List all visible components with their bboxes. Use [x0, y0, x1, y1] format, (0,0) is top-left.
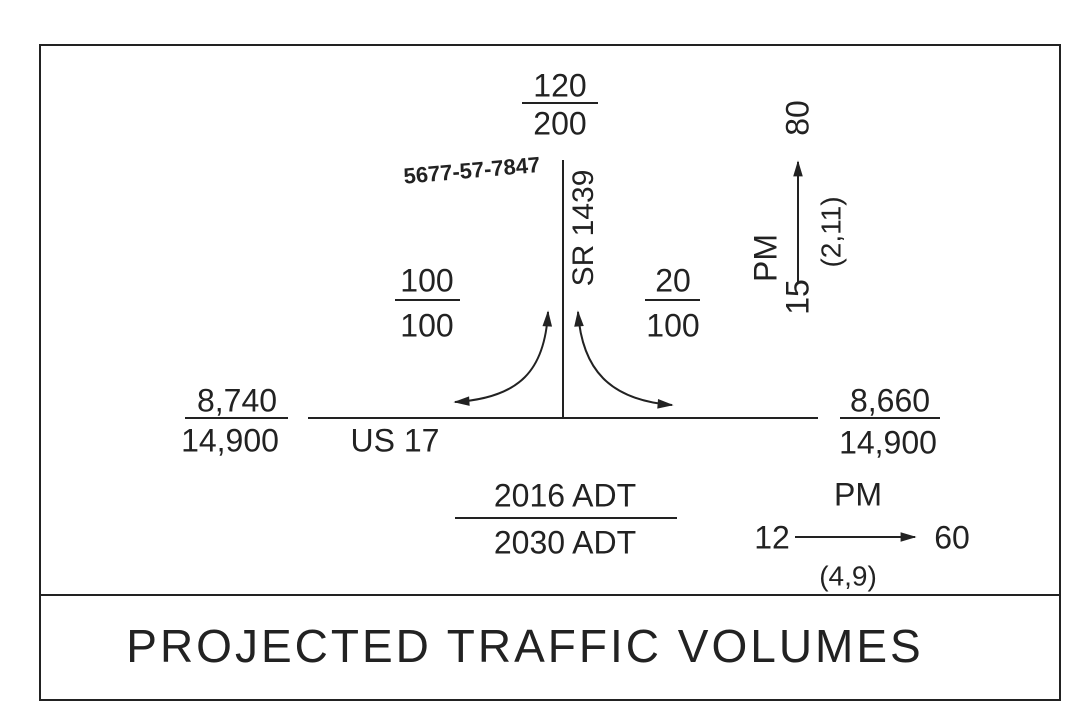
left-turn-arrow [453, 310, 553, 406]
right-turn-arrow [574, 310, 674, 409]
pm-v-from: 15 [779, 279, 815, 315]
right-turn-top: 20 [655, 262, 691, 298]
left-turn-bottom: 100 [400, 307, 453, 343]
frame [39, 44, 1061, 701]
pm-v-label: PM [747, 234, 783, 282]
west-top: 8,740 [197, 382, 277, 418]
minor-road-label: SR 1439 [567, 170, 600, 287]
legend-bottom: 2030 ADT [494, 524, 636, 560]
pm-h-label: PM [834, 476, 882, 512]
major-road-label: US 17 [351, 422, 440, 458]
east-top: 8,660 [850, 382, 930, 418]
pm-v-to: 80 [779, 100, 815, 136]
west-bottom: 14,900 [181, 422, 279, 458]
pm-h-to: 60 [934, 519, 970, 555]
left-turn-top: 100 [400, 262, 453, 298]
right-turn-bottom: 100 [646, 307, 699, 343]
north-bottom: 200 [533, 105, 586, 141]
pm-h-from: 12 [754, 519, 790, 555]
legend-top: 2016 ADT [494, 477, 636, 513]
pm-h-ratio: (4,9) [819, 560, 877, 591]
east-bottom: 14,900 [839, 424, 937, 460]
pm-v-ratio: (2,11) [815, 196, 846, 267]
title: PROJECTED TRAFFIC VOLUMES [126, 620, 923, 672]
north-top: 120 [533, 67, 586, 103]
annotation: 5677-57-7847 [403, 152, 542, 189]
